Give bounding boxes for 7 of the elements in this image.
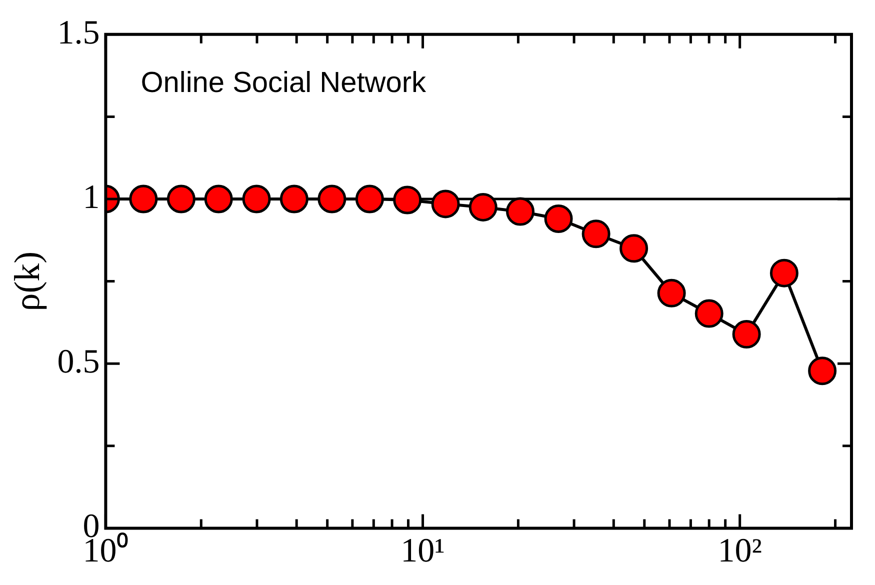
y-tick-label: 0.5 [57, 344, 100, 381]
annotation: Online Social Network [140, 66, 426, 99]
y-tick-label: 1 [82, 178, 100, 216]
x-tick-label: 10² [718, 532, 762, 570]
y-axis-title: ρ(k) [7, 251, 48, 312]
y-tick-label: 1.5 [57, 14, 100, 52]
x-tick-label: 10¹ [400, 532, 445, 570]
